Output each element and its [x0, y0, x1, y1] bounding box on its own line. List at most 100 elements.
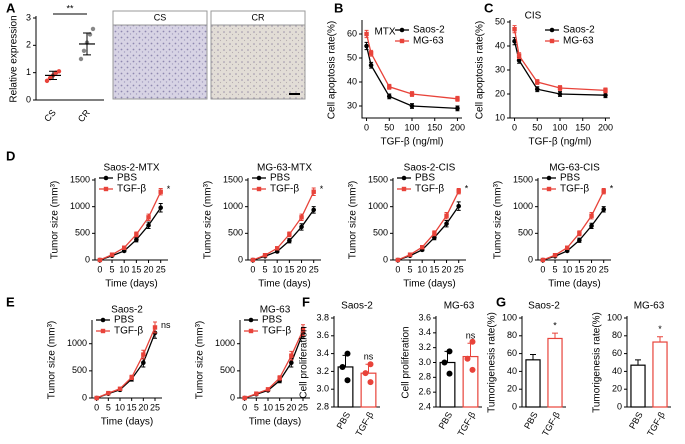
series-line [397, 190, 460, 261]
legend-label: TGF-β [114, 326, 143, 337]
y-tick-label: 500 [75, 228, 90, 238]
data-point [134, 237, 139, 243]
y-tick-label: 500 [72, 365, 87, 375]
error-bar [530, 353, 536, 360]
error-bar [467, 342, 474, 357]
data-point [344, 350, 351, 357]
data-point [78, 56, 84, 62]
data-point [456, 189, 461, 194]
chart-title: Saos-2-MTX [103, 163, 159, 174]
chart-title: MG-63 [634, 301, 665, 312]
panel-label: C [484, 0, 494, 15]
y-axis-label: Tumor size (mm³) [493, 181, 504, 260]
data-point [512, 27, 517, 32]
x-tick-label: 5 [254, 402, 259, 412]
x-tick-label: 25 [454, 264, 464, 274]
legend-label: PBS [114, 315, 134, 326]
data-point [289, 353, 294, 358]
legend-label: MG-63 [413, 36, 444, 47]
y-tick-label: 1500 [513, 174, 533, 184]
legend-label: TGF-β [560, 184, 589, 195]
y-tick-label: 500 [373, 228, 388, 238]
y-tick-label: 3.4 [418, 327, 431, 337]
annotation: ns [466, 331, 476, 341]
legend-label: Saos-2 [413, 25, 445, 36]
series-line [99, 191, 162, 261]
y-tick-label: 0 [230, 392, 235, 402]
x-tick-label: TGF-β [645, 410, 667, 438]
data-point [242, 395, 247, 401]
y-tick-label: 20 [495, 88, 505, 98]
x-tick-label: 25 [298, 402, 308, 412]
chart-title: MG-63-CIS [549, 163, 600, 174]
data-point [289, 360, 294, 366]
data-point [565, 245, 570, 250]
series-line [96, 327, 156, 399]
x-tick-label: 10 [115, 402, 125, 412]
series-line [365, 45, 458, 110]
legend-marker [103, 175, 109, 181]
data-point [146, 223, 151, 228]
y-tick-label: 3.6 [418, 312, 431, 322]
data-point [601, 189, 606, 194]
x-tick-label: 0 [364, 122, 369, 132]
chart-title: MG-63-MTX [257, 163, 312, 174]
data-point [386, 94, 392, 99]
x-tick-label: 0 [540, 264, 545, 274]
bar [337, 366, 354, 408]
data-point [535, 79, 540, 85]
data-point [367, 361, 374, 368]
x-tick-label: 25 [309, 264, 319, 274]
y-tick-label: 0 [617, 401, 622, 411]
legend-label: TGF-β [270, 184, 299, 195]
x-tick-label: CR [76, 107, 92, 124]
data-point [254, 391, 259, 396]
image-label: CS [154, 12, 167, 22]
data-point [557, 91, 563, 97]
data-point [441, 359, 448, 366]
series-line [542, 208, 605, 261]
y-tick-label: 1500 [368, 174, 388, 184]
x-tick-label: 10 [272, 264, 282, 274]
y-tick-label: 0 [528, 254, 533, 264]
data-point [469, 366, 476, 373]
data-point [56, 69, 62, 74]
data-point [90, 26, 96, 32]
y-axis-label: Tumor size (mm³) [195, 321, 206, 400]
data-point [407, 252, 413, 257]
data-point [158, 205, 163, 211]
y-tick-label: 30 [347, 100, 357, 110]
data-point [262, 253, 268, 258]
y-tick-label: 60 [347, 28, 357, 38]
x-tick-label: 0 [395, 264, 400, 274]
x-tick-label: 5 [106, 402, 111, 412]
data-point [275, 246, 280, 251]
x-tick-label: 20 [286, 402, 296, 412]
data-point [589, 213, 594, 218]
annotation: ** [66, 3, 74, 13]
y-tick-label: 1000 [223, 201, 243, 211]
y-axis-label: Tumorigenesis rate(%) [592, 312, 603, 413]
x-axis-label: Time (days) [249, 417, 301, 428]
data-point [540, 257, 546, 263]
y-tick-label: 2.4 [418, 401, 431, 411]
x-tick-label: 5 [408, 264, 413, 274]
legend-label: PBS [117, 173, 137, 184]
x-tick-label: 100 [404, 122, 419, 132]
y-tick-label: 1500 [70, 174, 90, 184]
data-point [364, 43, 369, 49]
data-point [287, 232, 292, 237]
legend-label: TGF-β [415, 184, 444, 195]
x-tick-label: 15 [275, 402, 285, 412]
data-point [344, 377, 351, 384]
legend-marker [256, 175, 262, 181]
bar [630, 364, 646, 408]
y-axis-label: Tumor size (mm³) [50, 181, 61, 260]
legend-marker [100, 317, 106, 323]
y-tick-label: 100 [502, 312, 517, 322]
y-tick-label: 2.6 [418, 387, 431, 397]
data-point [129, 375, 134, 380]
x-axis-label: Time (days) [101, 417, 153, 428]
chart-title: MTX [374, 27, 395, 38]
